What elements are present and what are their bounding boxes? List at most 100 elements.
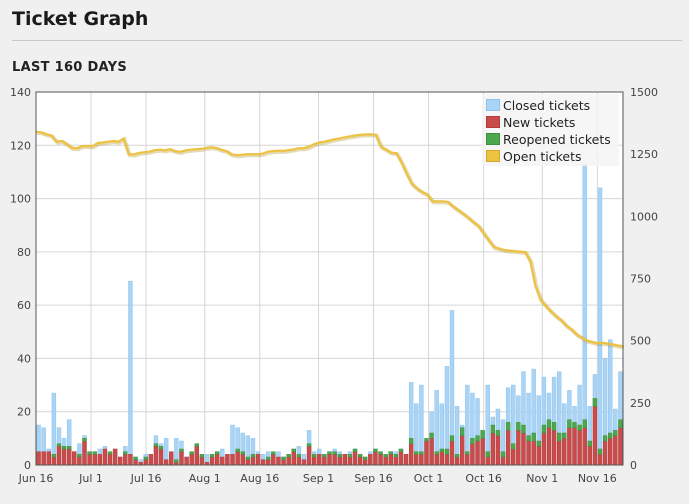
bar-reopened (556, 432, 562, 442)
bar-new (373, 451, 378, 466)
section-title: LAST 160 DAYS (12, 60, 128, 75)
bar-reopened (485, 451, 490, 458)
bar-new (592, 406, 598, 466)
bar-reopened (194, 443, 199, 447)
bar-reopened (454, 454, 460, 458)
bar-new (347, 456, 353, 466)
bar-new (306, 446, 312, 466)
bar-new (613, 435, 618, 466)
bar-reopened (460, 427, 465, 436)
bar-new (46, 451, 51, 466)
bar-reopened (143, 456, 148, 460)
bar-reopened (311, 454, 317, 458)
bar-new (429, 438, 434, 466)
bar-reopened (56, 443, 62, 447)
bar-reopened (133, 456, 138, 460)
bar-reopened (306, 443, 312, 447)
bar-new (505, 430, 511, 466)
bar-new (82, 440, 87, 466)
bar-closed (128, 280, 133, 466)
bar-reopened (245, 456, 251, 460)
bar-new (546, 427, 552, 466)
y-left-tick-label: 120 (10, 139, 31, 152)
bar-reopened (250, 454, 256, 458)
bar-reopened (500, 451, 506, 458)
legend-swatch-closed (486, 99, 500, 111)
y-left-tick-label: 140 (10, 86, 31, 99)
bar-new (322, 456, 327, 466)
bar-reopened (378, 451, 383, 455)
bar-reopened (174, 459, 179, 463)
legend-swatch-new (486, 116, 500, 128)
bar-reopened (567, 419, 572, 428)
bar-new (286, 456, 291, 466)
bar-new (51, 456, 57, 466)
legend-label-new: New tickets (503, 114, 576, 130)
bar-reopened (505, 422, 511, 431)
bar-new (301, 459, 307, 466)
bar-new (296, 456, 302, 466)
y-right-tick-label: 1000 (630, 210, 658, 223)
bar-reopened (388, 451, 393, 455)
bar-new (516, 430, 521, 466)
bar-new (118, 456, 123, 466)
bar-reopened (77, 454, 82, 458)
bar-reopened (51, 454, 57, 458)
x-tick-label: Sep 1 (303, 472, 334, 485)
bar-new (572, 427, 577, 466)
bar-new (357, 456, 363, 466)
bar-new (220, 456, 225, 466)
bar-new (337, 456, 342, 466)
bar-new (378, 454, 383, 466)
bar-reopened (281, 456, 286, 460)
bar-new (424, 440, 429, 466)
bar-new (148, 454, 154, 466)
bar-reopened (444, 448, 450, 455)
bar-reopened (521, 424, 526, 434)
x-tick-label: Nov 1 (526, 472, 558, 485)
bar-new (577, 430, 582, 466)
y-right-tick-label: 1250 (630, 148, 658, 161)
bar-reopened (408, 438, 414, 444)
y-left-tick-label: 100 (10, 193, 31, 206)
bar-new (352, 451, 358, 466)
bar-new (143, 459, 148, 466)
bar-new (189, 454, 194, 466)
bar-new (92, 454, 97, 466)
bar-reopened (179, 448, 184, 452)
bar-new (209, 456, 215, 466)
bar-new (511, 448, 516, 466)
bar-new (582, 427, 587, 466)
x-tick-label: Nov 16 (578, 472, 617, 485)
bar-new (393, 456, 399, 466)
bar-new (245, 459, 251, 466)
bar-new (276, 456, 281, 466)
open-tickets-line (35, 130, 624, 348)
bar-reopened (434, 451, 439, 455)
bar-new (526, 440, 531, 466)
bar-reopened (531, 432, 536, 442)
bar-reopened (322, 454, 327, 458)
bar-reopened (209, 454, 215, 458)
y-right-tick-label: 750 (630, 273, 651, 286)
bar-new (97, 454, 103, 466)
bar-new (388, 454, 393, 466)
bar-reopened (337, 454, 342, 458)
bar-reopened (158, 446, 164, 450)
bar-reopened (587, 440, 593, 447)
bar-reopened (332, 451, 337, 455)
bar-new (480, 438, 485, 466)
bar-new (597, 454, 603, 466)
bar-reopened (480, 430, 485, 439)
bar-new (434, 454, 439, 466)
bar-reopened (398, 448, 404, 452)
bar-new (556, 440, 562, 466)
bar-new (587, 446, 593, 466)
bar-new (454, 456, 460, 466)
bar-new (444, 454, 450, 466)
bar-new (281, 459, 286, 466)
bar-reopened (92, 451, 97, 455)
bar-new (72, 451, 77, 466)
bar-new (291, 451, 296, 466)
bar-new (608, 438, 613, 466)
